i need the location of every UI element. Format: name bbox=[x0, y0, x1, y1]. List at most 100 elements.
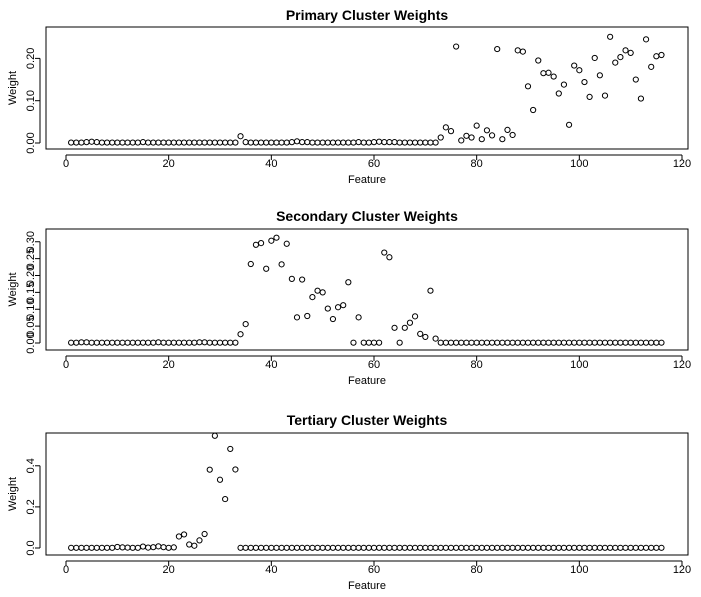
data-point bbox=[596, 339, 603, 346]
data-point bbox=[509, 131, 516, 139]
x-tick-label: 120 bbox=[673, 564, 691, 576]
x-tick-label: 40 bbox=[265, 158, 277, 170]
data-point bbox=[196, 537, 203, 544]
data-point bbox=[530, 544, 537, 551]
data-point bbox=[411, 139, 419, 146]
data-point bbox=[607, 33, 614, 40]
data-point bbox=[617, 544, 624, 551]
data-point bbox=[360, 544, 367, 551]
x-tick-label: 60 bbox=[368, 564, 380, 576]
data-point bbox=[129, 139, 136, 146]
data-point bbox=[653, 544, 660, 551]
data-point bbox=[642, 36, 650, 43]
data-point bbox=[540, 339, 547, 346]
y-tick-label: 0.30 bbox=[25, 231, 37, 252]
data-point bbox=[222, 339, 229, 346]
data-point bbox=[499, 339, 506, 346]
data-point bbox=[263, 544, 270, 551]
data-point bbox=[211, 432, 218, 439]
y-tick-label: 0.0 bbox=[25, 540, 37, 555]
data-point bbox=[601, 339, 609, 346]
data-point bbox=[648, 63, 655, 70]
data-point bbox=[565, 544, 573, 551]
data-point bbox=[642, 339, 650, 346]
data-point bbox=[299, 139, 306, 146]
data-point bbox=[222, 495, 229, 503]
data-point bbox=[119, 544, 126, 551]
data-point bbox=[437, 134, 444, 141]
data-point bbox=[648, 339, 655, 346]
data-point bbox=[201, 339, 208, 346]
data-point bbox=[324, 139, 331, 146]
data-point bbox=[381, 139, 388, 146]
data-point bbox=[571, 544, 578, 551]
data-point bbox=[555, 90, 562, 97]
data-point bbox=[391, 544, 398, 551]
plot-frame bbox=[45, 26, 689, 150]
data-point bbox=[191, 139, 198, 146]
data-point bbox=[350, 544, 357, 551]
data-point bbox=[278, 544, 285, 551]
data-point bbox=[565, 121, 573, 128]
x-tick-label: 100 bbox=[570, 564, 588, 576]
data-point bbox=[232, 139, 239, 146]
y-tick-label: 0.15 bbox=[25, 282, 37, 303]
x-tick-label: 80 bbox=[471, 564, 483, 576]
data-point bbox=[514, 339, 521, 346]
data-point bbox=[581, 339, 588, 346]
data-point bbox=[186, 139, 193, 146]
data-point bbox=[78, 339, 85, 346]
data-point bbox=[134, 139, 141, 146]
data-point bbox=[545, 69, 552, 76]
data-point bbox=[560, 544, 568, 551]
x-axis-title: Feature bbox=[348, 375, 386, 387]
x-tick-label: 80 bbox=[471, 359, 483, 371]
data-point bbox=[370, 139, 378, 146]
data-point bbox=[545, 544, 552, 551]
data-point bbox=[103, 544, 111, 551]
data-point bbox=[483, 339, 491, 346]
data-point bbox=[560, 339, 568, 346]
data-point bbox=[442, 544, 449, 551]
data-point bbox=[68, 139, 75, 146]
data-point bbox=[134, 339, 141, 346]
data-point bbox=[206, 139, 213, 146]
data-point bbox=[437, 339, 444, 346]
data-point bbox=[309, 544, 316, 551]
data-point bbox=[283, 544, 290, 551]
data-point bbox=[216, 139, 224, 146]
data-point bbox=[304, 312, 311, 320]
data-point bbox=[473, 544, 480, 551]
data-point bbox=[103, 139, 111, 146]
y-tick-label: 0.10 bbox=[25, 299, 37, 320]
data-point bbox=[391, 324, 398, 331]
data-point bbox=[73, 139, 80, 146]
data-point bbox=[139, 139, 147, 146]
data-point bbox=[417, 139, 424, 146]
data-point bbox=[340, 139, 347, 146]
data-point bbox=[550, 73, 557, 80]
data-point bbox=[93, 339, 100, 346]
data-point bbox=[488, 544, 496, 551]
data-point bbox=[540, 70, 547, 77]
data-point bbox=[442, 339, 449, 346]
data-point bbox=[299, 276, 306, 283]
data-point bbox=[535, 544, 542, 551]
data-point bbox=[114, 139, 121, 146]
data-point bbox=[601, 544, 609, 551]
data-point bbox=[576, 544, 583, 551]
chart-title: Secondary Cluster Weights bbox=[276, 208, 458, 224]
data-point bbox=[571, 339, 578, 346]
data-point bbox=[607, 339, 614, 346]
data-point bbox=[627, 339, 634, 346]
data-point bbox=[632, 339, 639, 346]
data-point bbox=[150, 339, 157, 346]
x-axis-title: Feature bbox=[348, 580, 386, 592]
data-point bbox=[340, 302, 347, 309]
data-point bbox=[196, 139, 203, 146]
data-point bbox=[458, 339, 465, 346]
data-point bbox=[401, 139, 408, 146]
data-point bbox=[293, 314, 301, 321]
data-point bbox=[247, 139, 254, 146]
data-point bbox=[88, 544, 95, 551]
